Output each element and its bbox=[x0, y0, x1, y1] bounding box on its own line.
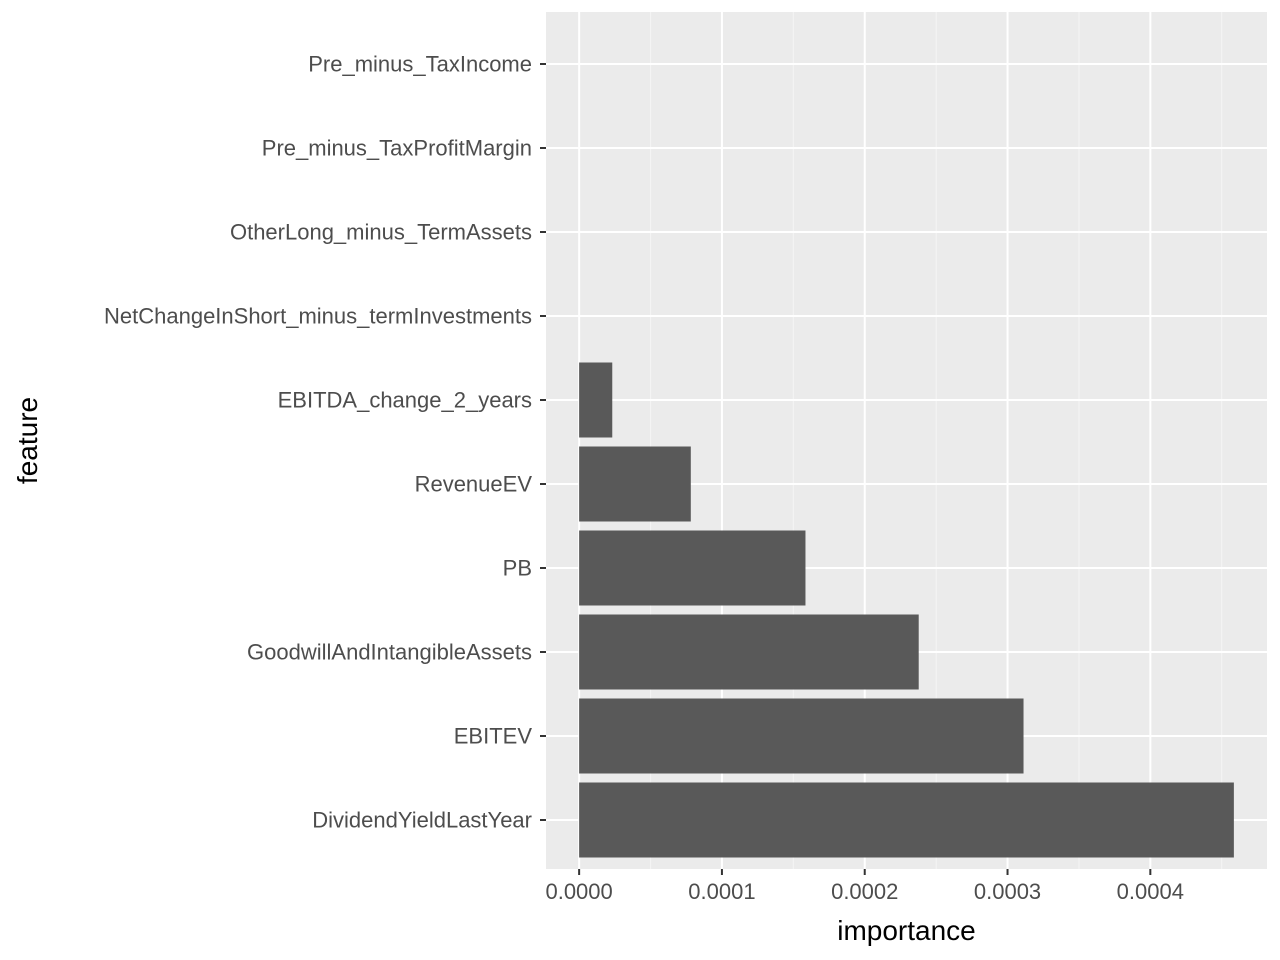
bar-EBITDA_change_2_years bbox=[579, 362, 613, 438]
bar-PB bbox=[579, 530, 806, 606]
bar-EBITEV bbox=[579, 698, 1024, 774]
x-tick-label: 0.0001 bbox=[688, 879, 755, 904]
x-tick-label: 0.0004 bbox=[1117, 879, 1184, 904]
y-tick-label: DividendYieldLastYear bbox=[312, 808, 532, 833]
bars bbox=[579, 362, 1234, 858]
y-tick-label: EBITEV bbox=[454, 724, 533, 749]
y-axis: Pre_minus_TaxIncome Pre_minus_TaxProfitMa… bbox=[104, 52, 546, 833]
y-tick-label: Pre_minus_TaxIncome bbox=[308, 52, 532, 77]
y-tick-label: Pre_minus_TaxProfitMargin bbox=[262, 136, 532, 161]
x-axis-title: importance bbox=[837, 915, 976, 946]
y-tick-label: NetChangeInShort_minus_termInvestments bbox=[104, 304, 532, 329]
y-tick-label: RevenueEV bbox=[415, 472, 533, 497]
x-tick-label: 0.0003 bbox=[974, 879, 1041, 904]
bar-GoodwillAndIntangibleAssets bbox=[579, 614, 919, 690]
y-axis-title: feature bbox=[12, 397, 43, 484]
x-tick-label: 0.0000 bbox=[545, 879, 612, 904]
y-tick-label: GoodwillAndIntangibleAssets bbox=[247, 640, 532, 665]
y-tick-label: PB bbox=[503, 556, 532, 581]
y-tick-label: EBITDA_change_2_years bbox=[278, 388, 532, 413]
y-tick-label: OtherLong_minus_TermAssets bbox=[230, 220, 532, 245]
x-axis: 0.0000 0.0001 0.0002 0.0003 0.0004 bbox=[545, 869, 1184, 904]
bar-RevenueEV bbox=[579, 446, 691, 522]
bar-DividendYieldLastYear bbox=[579, 782, 1234, 858]
x-tick-label: 0.0002 bbox=[831, 879, 898, 904]
